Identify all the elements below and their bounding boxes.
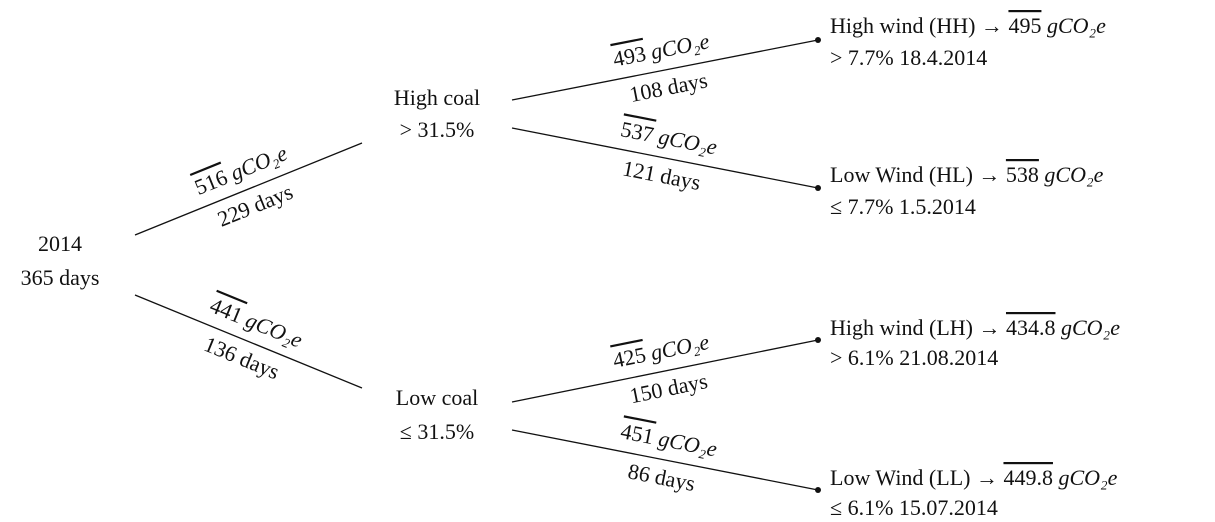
unit: gCO₂e xyxy=(227,140,291,185)
leaf-condition: ≤ 6.1% xyxy=(830,495,893,520)
unit: gCO₂e xyxy=(656,124,719,160)
leaf-detail: ≤ 7.7% 1.5.2014 xyxy=(830,194,976,219)
leaf-value: 495 xyxy=(1008,13,1041,38)
unit: gCO₂e xyxy=(649,28,712,64)
leaf-detail: > 6.1% 21.08.2014 xyxy=(830,345,998,370)
edge xyxy=(511,39,819,101)
edge-value: 493 gCO₂e xyxy=(611,28,712,71)
leaf-label: Low Wind (LL) → 449.8 gCO₂e xyxy=(830,465,1118,490)
edge-days: 108 days xyxy=(627,67,709,107)
edge xyxy=(134,142,363,236)
mean-value: 516 xyxy=(191,164,231,200)
leaf-detail: ≤ 6.1% 15.07.2014 xyxy=(830,495,998,520)
unit: gCO₂e xyxy=(1047,13,1106,38)
leaf-date: 15.07.2014 xyxy=(899,495,998,520)
leaf-date: 21.08.2014 xyxy=(899,345,998,370)
leaf-value: 538 xyxy=(1006,162,1039,187)
edge-days: 150 days xyxy=(627,368,709,408)
edge xyxy=(511,429,819,491)
unit: gCO₂e xyxy=(242,307,306,353)
mean-value: 425 xyxy=(611,342,648,373)
mean-value: 451 xyxy=(619,418,656,449)
edge xyxy=(511,127,819,189)
leaf-dot xyxy=(815,337,821,343)
leaf-detail: > 7.7% 18.4.2014 xyxy=(830,45,987,70)
edge-value: 537 gCO₂e xyxy=(619,116,720,159)
leaf-dot xyxy=(815,185,821,191)
leaf-date: 1.5.2014 xyxy=(899,194,976,219)
unit: gCO₂e xyxy=(1058,465,1117,490)
edge xyxy=(134,294,363,389)
leaf-condition: > 7.7% xyxy=(830,45,894,70)
root-days: 365 days xyxy=(21,265,100,290)
unit: gCO₂e xyxy=(1044,162,1103,187)
leaf-value: 449.8 xyxy=(1003,465,1053,490)
leaf-label: Low Wind (HL) → 538 gCO₂e xyxy=(830,162,1104,187)
node-condition: ≤ 31.5% xyxy=(400,419,474,444)
edge-value: 425 gCO₂e xyxy=(611,329,712,373)
leaf-name: Low Wind (HL) → xyxy=(830,162,1000,187)
unit: gCO₂e xyxy=(656,426,719,462)
edge xyxy=(511,339,819,403)
mean-value: 493 xyxy=(611,41,648,72)
leaf-name: Low Wind (LL) → xyxy=(830,465,998,490)
edge-value: 451 gCO₂e xyxy=(619,418,720,461)
unit: gCO₂e xyxy=(1061,315,1120,340)
unit: gCO₂e xyxy=(648,329,711,365)
leaf-value: 434.8 xyxy=(1006,315,1056,340)
edge-days: 121 days xyxy=(621,155,703,195)
leaf-dot xyxy=(815,37,821,43)
node-label: High coal xyxy=(394,85,480,110)
leaf-condition: > 6.1% xyxy=(830,345,894,370)
leaf-name: High wind (HH) → xyxy=(830,13,1003,38)
leaf-date: 18.4.2014 xyxy=(899,45,987,70)
leaf-label: High wind (HH) → 495 gCO₂e xyxy=(830,13,1106,38)
leaf-label: High wind (LH) → 434.8 gCO₂e xyxy=(830,315,1120,340)
node-condition: > 31.5% xyxy=(400,117,475,142)
leaf-name: High wind (LH) → xyxy=(830,315,1000,340)
node-label: Low coal xyxy=(396,385,478,410)
leaf-dot xyxy=(815,487,821,493)
mean-value: 441 xyxy=(206,293,246,329)
leaf-condition: ≤ 7.7% xyxy=(830,194,893,219)
mean-value: 537 xyxy=(619,116,656,147)
root-label: 2014 xyxy=(38,231,82,256)
